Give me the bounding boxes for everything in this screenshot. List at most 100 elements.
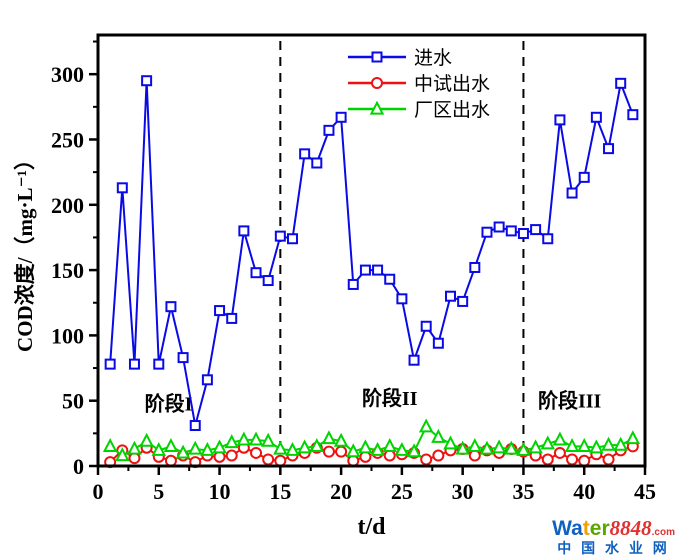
triangle-marker	[333, 432, 349, 447]
square-marker	[469, 261, 481, 273]
x-tick-label: 35	[512, 479, 534, 504]
triangle-marker	[309, 438, 325, 453]
x-tick-label: 0	[93, 479, 104, 504]
y-tick-label: 150	[51, 258, 84, 283]
circle-marker	[420, 453, 433, 466]
circle-marker	[213, 450, 226, 463]
circle-marker	[541, 453, 554, 466]
circle-marker	[128, 452, 141, 465]
y-tick-label: 100	[51, 323, 84, 348]
y-tick-label: 50	[62, 389, 84, 414]
square-marker	[262, 275, 274, 287]
triangle-marker	[285, 441, 300, 456]
triangle-marker	[491, 439, 507, 454]
triangle-marker	[369, 100, 385, 115]
triangle-marker	[540, 435, 556, 450]
triangle-marker	[552, 431, 568, 446]
x-axis: 0 5 10 15 20 25 30 35 40 45	[93, 466, 656, 504]
square-marker	[189, 420, 201, 432]
x-tick-label: 25	[391, 479, 413, 504]
square-marker	[274, 230, 286, 242]
phase-label-2: 阶段II	[362, 386, 418, 410]
triangle-marker	[406, 443, 422, 458]
square-marker	[517, 228, 529, 240]
y-axis: 0 50 100 150 200 250 300	[51, 40, 98, 479]
circle-marker	[164, 454, 177, 467]
watermark-part: 8848	[609, 516, 652, 541]
triangle-marker	[187, 440, 203, 455]
x-tick-label: 15	[269, 479, 291, 504]
square-marker	[615, 77, 627, 89]
triangle-marker	[504, 440, 519, 455]
x-tick-label: 45	[634, 479, 656, 504]
circle-marker	[274, 454, 287, 467]
circle-marker	[322, 445, 335, 458]
square-marker	[226, 312, 238, 324]
triangle-marker	[418, 418, 434, 433]
watermark: Water8848.com 中 国 水 业 网	[552, 517, 675, 556]
y-tick-label: 200	[51, 193, 84, 218]
circle-marker	[553, 446, 566, 459]
legend-label-pilot-effluent: 中试出水	[414, 73, 490, 95]
circle-marker	[383, 449, 396, 462]
square-marker	[396, 293, 408, 305]
triangle-marker	[516, 441, 531, 456]
triangle-marker	[115, 447, 130, 462]
square-marker	[214, 305, 226, 317]
triangle-marker	[431, 428, 446, 443]
triangle-marker	[613, 436, 628, 451]
triangle-marker	[163, 438, 179, 453]
legend-item-pilot-effluent: 中试出水	[348, 73, 490, 95]
watermark-part: Wa	[552, 517, 583, 541]
circle-marker	[225, 449, 238, 462]
triangle-marker	[175, 444, 191, 459]
triangle-marker	[248, 431, 264, 446]
square-marker	[128, 358, 140, 370]
triangle-marker	[564, 438, 580, 453]
square-marker	[481, 226, 493, 238]
square-marker	[371, 51, 383, 63]
square-marker	[286, 233, 298, 245]
square-marker	[347, 278, 359, 290]
square-marker	[384, 273, 396, 285]
square-marker	[141, 75, 153, 87]
phase-label-3: 阶段III	[538, 389, 602, 413]
x-tick-label: 20	[330, 479, 352, 504]
x-tick-label: 30	[452, 479, 474, 504]
circle-marker	[262, 453, 275, 466]
triangle-marker	[394, 441, 410, 456]
square-marker	[603, 143, 615, 155]
square-marker	[408, 354, 420, 366]
square-marker	[165, 301, 177, 313]
triangle-marker	[321, 430, 337, 445]
square-marker	[299, 148, 311, 160]
circle-marker	[566, 453, 579, 466]
square-marker	[177, 352, 189, 364]
y-tick-label: 300	[51, 62, 84, 87]
triangle-marker	[273, 440, 288, 455]
x-axis-title: t/d	[357, 514, 386, 540]
square-marker	[554, 114, 566, 126]
square-marker	[359, 264, 371, 276]
y-tick-label: 250	[51, 127, 84, 152]
square-marker	[311, 157, 323, 169]
watermark-site-logo: Water8848.com	[552, 517, 675, 540]
square-marker	[104, 358, 116, 370]
square-marker	[505, 225, 517, 237]
watermark-part: t	[582, 517, 590, 541]
square-marker	[153, 358, 165, 370]
square-marker	[627, 109, 639, 121]
triangle-marker	[212, 439, 227, 454]
square-marker	[530, 224, 542, 236]
triangle-marker	[346, 443, 361, 458]
y-tick-label: 0	[73, 454, 84, 479]
triangle-marker	[297, 439, 312, 454]
circle-marker	[602, 453, 615, 466]
square-marker	[432, 337, 444, 349]
triangle-marker	[151, 441, 167, 456]
triangle-marker	[127, 440, 142, 455]
triangle-marker	[479, 440, 495, 455]
square-marker	[335, 111, 347, 123]
